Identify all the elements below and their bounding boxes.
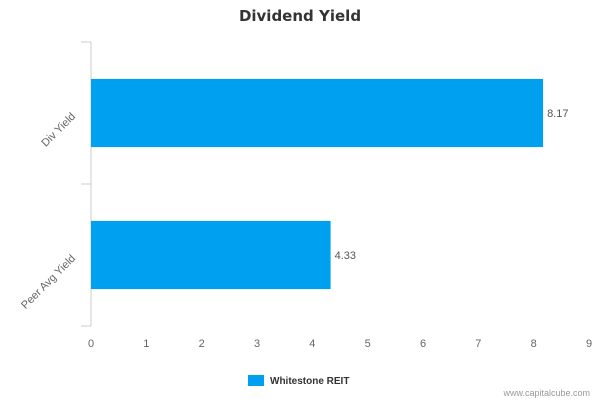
credit-text: www.capitalcube.com xyxy=(502,388,590,398)
legend-label: Whitestone REIT xyxy=(270,376,349,387)
x-tick-label: 9 xyxy=(586,338,592,350)
x-tick-label: 4 xyxy=(309,338,315,350)
legend-swatch xyxy=(248,375,264,386)
x-tick-label: 2 xyxy=(199,338,205,350)
data-label: 8.17 xyxy=(547,108,568,120)
data-label: 4.33 xyxy=(335,250,356,262)
x-tick-label: 0 xyxy=(88,338,94,350)
x-tick-label: 1 xyxy=(143,338,149,350)
x-tick-label: 5 xyxy=(365,338,371,350)
plot-area: 0 1 2 3 4 5 6 7 8 9 8.17 Div Yield 4.33 Peer Avg Yiel… xyxy=(19,41,592,350)
chart-title: Dividend Yield xyxy=(239,7,361,25)
category-label: Peer Avg Yield xyxy=(19,253,78,312)
legend: Whitestone REIT xyxy=(248,375,349,387)
category-label: Div Yield xyxy=(39,111,78,150)
x-tick-label: 6 xyxy=(420,338,426,350)
x-tick-label: 7 xyxy=(475,338,481,350)
bar xyxy=(91,220,331,290)
x-tick-label: 8 xyxy=(531,338,537,350)
bar xyxy=(91,78,544,148)
x-tick-label: 3 xyxy=(254,338,260,350)
